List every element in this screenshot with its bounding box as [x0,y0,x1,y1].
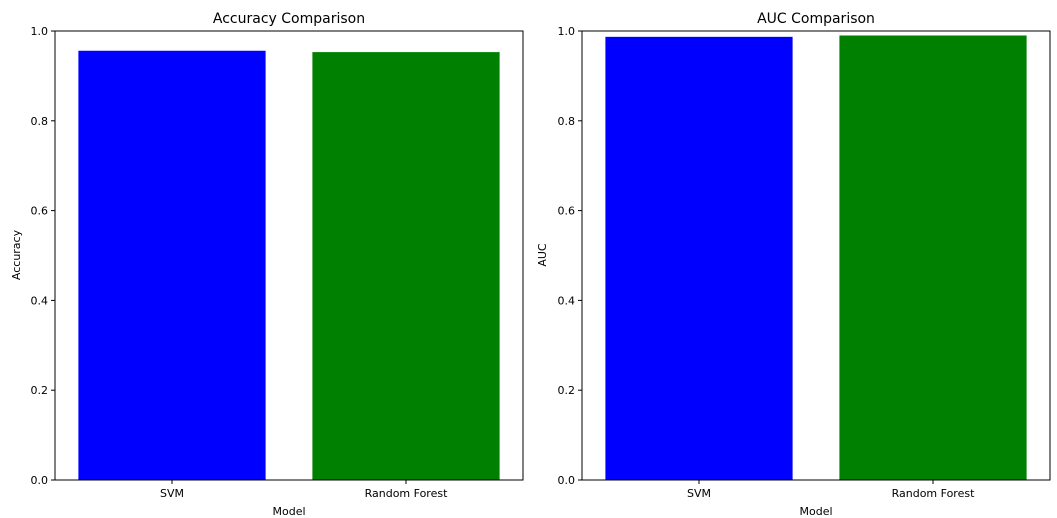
accuracy-y-tick-label: 0.8 [31,115,49,128]
accuracy-y-tick-label: 0.2 [31,384,49,397]
auc-bar-random-forest [839,35,1027,481]
accuracy-bar-svm [78,50,266,480]
accuracy-y-tick-label: 0.6 [31,205,49,218]
accuracy-x-tick-label: Random Forest [365,487,448,500]
auc-x-tick-label: SVM [687,487,711,500]
auc-y-tick-label: 0.4 [558,294,576,307]
accuracy-y-tick-label: 1.0 [31,25,49,38]
auc-y-tick-label: 0.0 [558,474,576,487]
accuracy-x-tick-label: SVM [160,487,184,500]
accuracy-plot-frame [54,30,524,481]
accuracy-bar-random-forest [312,52,500,481]
accuracy-y-tick-label: 0.4 [31,294,49,307]
auc-x-axis-label: Model [799,505,832,518]
accuracy-x-axis-label: Model [272,505,305,518]
auc-plot-frame [581,30,1051,481]
auc-chart-title: AUC Comparison [757,11,875,27]
accuracy-y-tick-label: 0.0 [31,474,49,487]
auc-y-tick-label: 0.8 [558,115,576,128]
accuracy-chart-title: Accuracy Comparison [213,11,365,27]
auc-chart: AUC Comparison Model AUC SVM Random Fores… [536,11,1051,518]
auc-bar-svm [605,36,793,480]
auc-y-tick-label: 0.2 [558,384,576,397]
accuracy-y-axis-label: Accuracy [10,229,23,280]
auc-y-tick-label: 0.6 [558,205,576,218]
accuracy-chart: Accuracy Comparison Model Accuracy SVM Ra… [10,11,524,518]
auc-y-tick-label: 1.0 [558,25,576,38]
auc-y-axis-label: AUC [536,243,549,267]
auc-x-tick-label: Random Forest [892,487,975,500]
